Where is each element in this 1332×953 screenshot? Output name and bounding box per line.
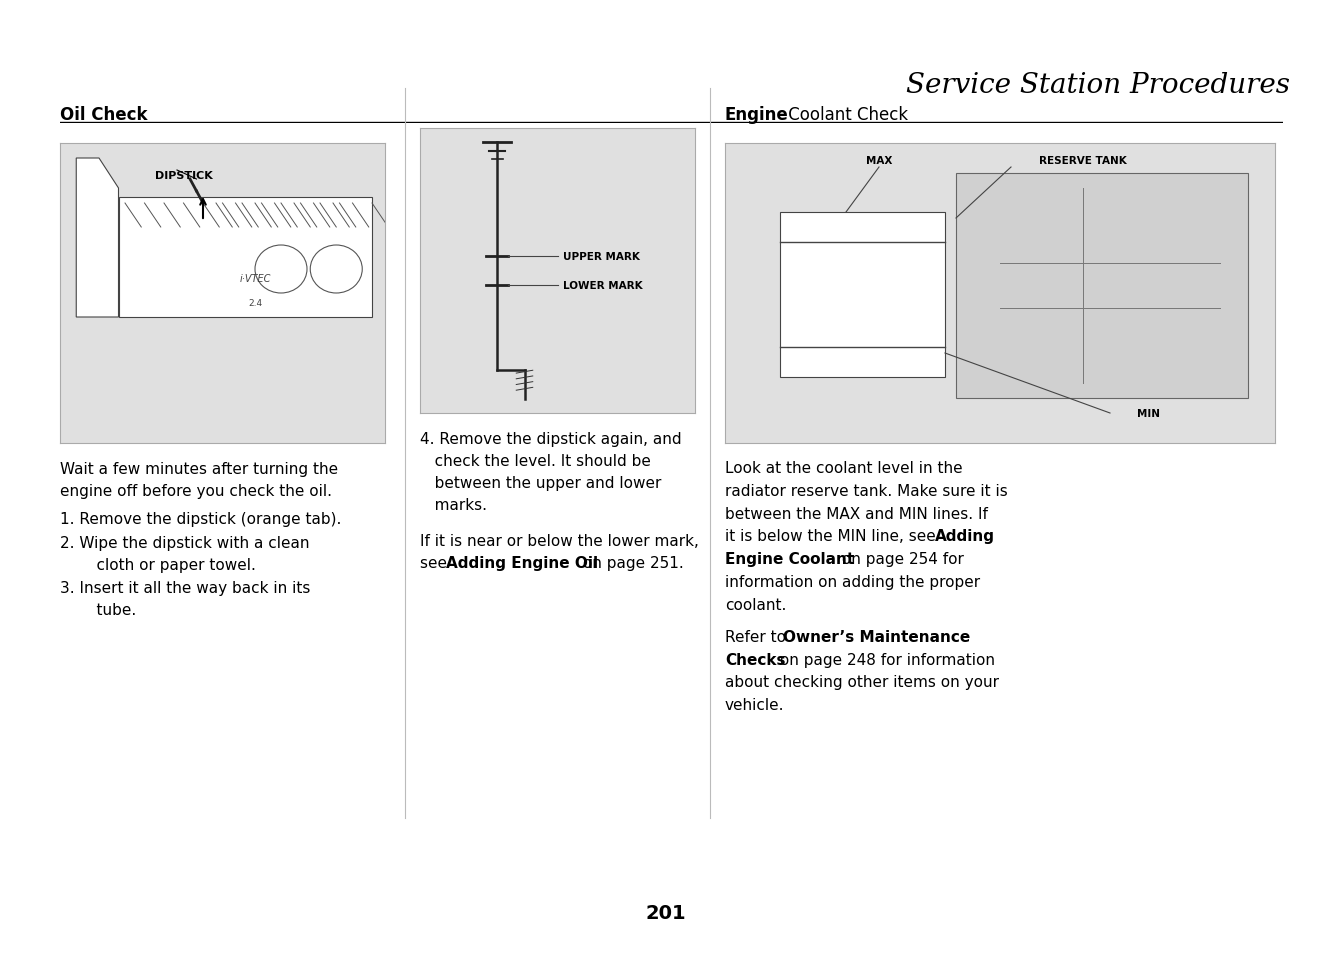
Text: 1. Remove the dipstick (orange tab).: 1. Remove the dipstick (orange tab). xyxy=(60,512,341,526)
Text: check the level. It should be: check the level. It should be xyxy=(420,454,651,469)
Text: cloth or paper towel.: cloth or paper towel. xyxy=(77,558,256,573)
Text: information on adding the proper: information on adding the proper xyxy=(725,575,980,589)
Text: If it is near or below the lower mark,: If it is near or below the lower mark, xyxy=(420,534,699,548)
Text: LOWER MARK: LOWER MARK xyxy=(563,280,642,291)
Polygon shape xyxy=(76,159,119,317)
Text: Refer to: Refer to xyxy=(725,629,791,644)
Text: 2. Wipe the dipstick with a clean: 2. Wipe the dipstick with a clean xyxy=(60,536,309,551)
Bar xyxy=(781,213,944,377)
Text: Coolant Check: Coolant Check xyxy=(783,106,908,124)
Text: Engine Coolant: Engine Coolant xyxy=(725,552,854,567)
Text: Checks: Checks xyxy=(725,652,786,667)
Text: between the MAX and MIN lines. If: between the MAX and MIN lines. If xyxy=(725,506,988,521)
Text: Look at the coolant level in the: Look at the coolant level in the xyxy=(725,460,963,476)
Bar xyxy=(119,198,372,317)
Text: MIN: MIN xyxy=(1138,409,1160,418)
Text: Owner’s Maintenance: Owner’s Maintenance xyxy=(783,629,970,644)
Text: 2.4: 2.4 xyxy=(248,298,262,307)
Polygon shape xyxy=(956,173,1248,398)
Text: marks.: marks. xyxy=(420,497,488,513)
Text: Adding Engine Oil: Adding Engine Oil xyxy=(446,556,598,571)
Text: 201: 201 xyxy=(646,903,686,923)
Text: see: see xyxy=(420,556,452,571)
Text: on page 254 for: on page 254 for xyxy=(836,552,964,567)
Text: RESERVE TANK: RESERVE TANK xyxy=(1039,156,1127,166)
Text: Wait a few minutes after turning the
engine off before you check the oil.: Wait a few minutes after turning the eng… xyxy=(60,461,338,498)
Text: between the upper and lower: between the upper and lower xyxy=(420,476,662,491)
Text: Adding: Adding xyxy=(935,529,995,544)
Text: 4. Remove the dipstick again, and: 4. Remove the dipstick again, and xyxy=(420,432,682,447)
Text: 3. Insert it all the way back in its: 3. Insert it all the way back in its xyxy=(60,580,310,596)
Text: i·VTEC: i·VTEC xyxy=(240,274,270,284)
Text: Before Driving: Before Driving xyxy=(1268,410,1281,496)
Text: it is below the MIN line, see: it is below the MIN line, see xyxy=(725,529,940,544)
Text: about checking other items on your: about checking other items on your xyxy=(725,675,999,690)
Text: radiator reserve tank. Make sure it is: radiator reserve tank. Make sure it is xyxy=(725,483,1008,498)
Text: coolant.: coolant. xyxy=(725,598,786,612)
Text: on page 248 for information: on page 248 for information xyxy=(775,652,995,667)
Text: Service Station Procedures: Service Station Procedures xyxy=(906,71,1289,99)
Text: DIPSTICK: DIPSTICK xyxy=(155,171,212,181)
Text: on page 251.: on page 251. xyxy=(578,556,683,571)
Text: Oil Check: Oil Check xyxy=(60,106,148,124)
Text: UPPER MARK: UPPER MARK xyxy=(563,252,639,262)
Text: MAX: MAX xyxy=(866,156,892,166)
Text: tube.: tube. xyxy=(77,602,136,618)
Text: vehicle.: vehicle. xyxy=(725,698,785,713)
Text: Engine: Engine xyxy=(725,106,789,124)
